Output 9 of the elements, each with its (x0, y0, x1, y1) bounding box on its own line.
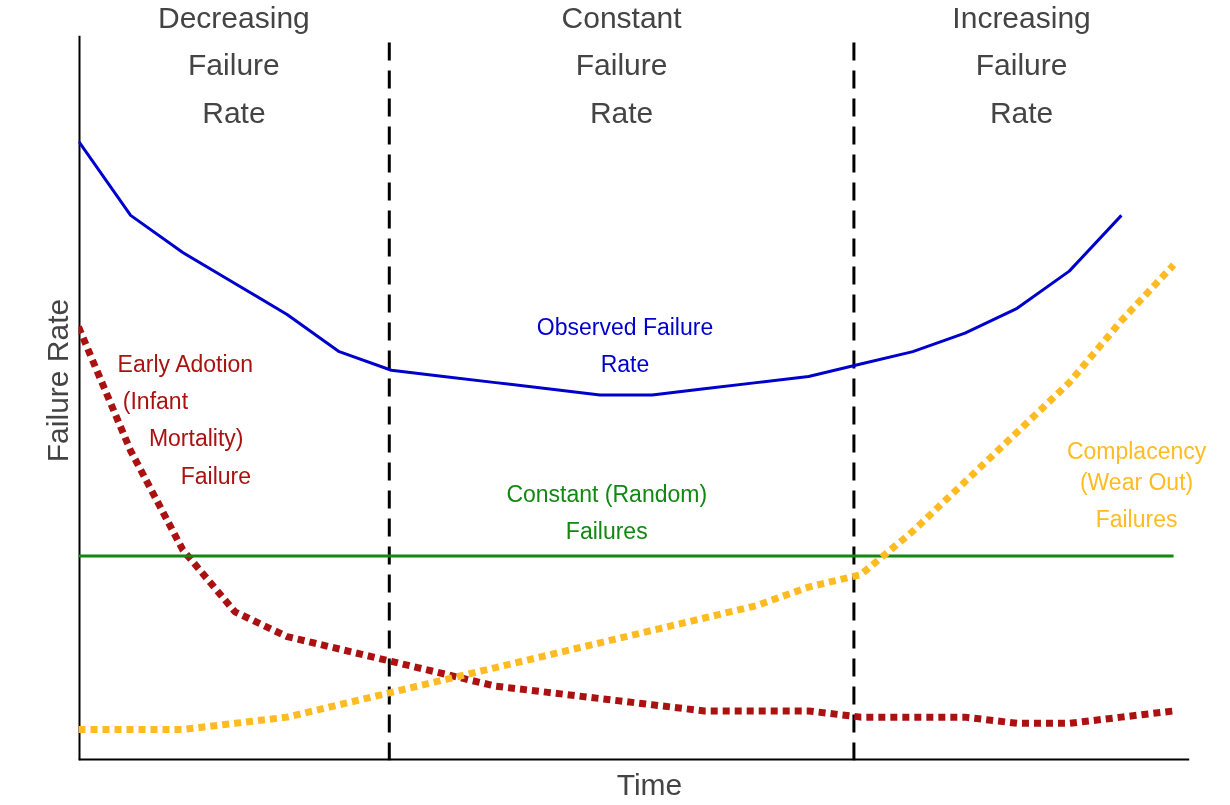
series-label: Complacency (Wear Out) Failures (1066, 437, 1207, 532)
series-label: Early Adotion (Infant Mortality) Failure (117, 351, 254, 489)
text: Decreasing Failure Rate (158, 0, 310, 130)
series-label: Constant (Random) Failures (506, 481, 708, 545)
series-label: Observed Failure Rate (536, 313, 714, 378)
x-axis-title: Time (616, 767, 683, 801)
y-axis-title: Failure Rate (40, 298, 74, 463)
text: Constant Failure Rate (561, 0, 683, 130)
text: Increasing Failure Rate (952, 0, 1091, 130)
